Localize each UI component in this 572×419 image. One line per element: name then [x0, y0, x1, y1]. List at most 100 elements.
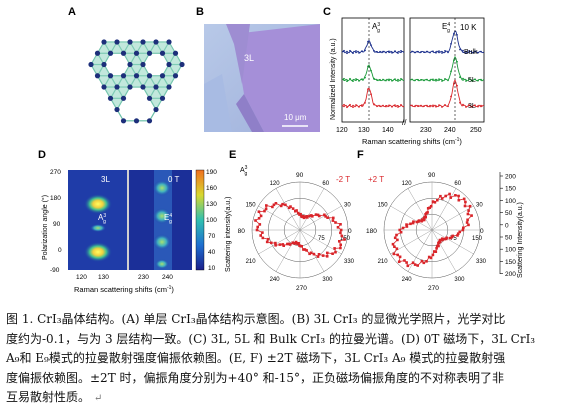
iodine-atom — [172, 73, 179, 79]
iodine-atom — [140, 84, 146, 90]
f-right-axis-tick: 150 — [505, 186, 516, 193]
iodine-atom — [127, 39, 133, 45]
spectrum-point — [414, 79, 416, 82]
lattice-face — [156, 75, 169, 88]
f-data-point — [462, 226, 465, 230]
spectrum-point — [474, 104, 476, 107]
d-cbar-tick: 130 — [206, 201, 217, 208]
lattice-face — [104, 87, 117, 99]
f-data-point — [466, 218, 469, 222]
spectrum-point — [358, 80, 360, 82]
spectrum-point — [373, 50, 375, 52]
lattice-face — [123, 75, 137, 88]
e-data-point — [305, 215, 308, 218]
f-data-point — [420, 219, 423, 223]
f-data-point — [429, 256, 433, 260]
spectrum-point — [379, 51, 381, 53]
e-angle-label: 120 — [270, 181, 281, 187]
f-data-point — [464, 200, 467, 204]
c-axis-break: // — [402, 118, 407, 127]
f-data-point — [431, 253, 435, 257]
f-radial-tick: 150 — [472, 236, 483, 242]
e-data-point — [272, 203, 276, 207]
spectrum-point — [432, 104, 434, 107]
f-data-point — [411, 261, 415, 264]
spectrum-point — [456, 60, 458, 63]
lattice-face — [91, 53, 104, 65]
e-data-point — [281, 243, 285, 246]
e-data-point — [300, 245, 303, 248]
f-data-point — [391, 242, 395, 246]
spectrum-point — [456, 84, 458, 87]
d-peak1-label: A3 g — [98, 213, 106, 225]
iodine-atom — [159, 95, 166, 101]
iodine-atom — [166, 61, 172, 68]
spectrum-point — [423, 79, 425, 81]
e-data-point — [258, 223, 262, 226]
e-data-point — [310, 214, 313, 217]
iodine-atom — [146, 73, 153, 79]
spectrum-point — [465, 80, 467, 82]
c-plot-frame-left — [341, 17, 405, 123]
f-angle-label: 270 — [428, 285, 439, 292]
f-polar-grid: 90 0 270 180 120 60 240 300 150 30 210 330 75 150 — [366, 172, 487, 292]
f-data-point — [416, 264, 419, 267]
f-right-axis-tick: 200 — [505, 271, 516, 278]
e-data-point — [291, 207, 295, 210]
spectrum-point — [358, 106, 360, 108]
spectrum-point — [343, 49, 345, 52]
f-angle-label: 0 — [480, 228, 484, 235]
f-data-point — [467, 223, 470, 227]
f-data-point — [436, 198, 439, 202]
spectrum-point — [373, 77, 375, 80]
spectrum-point — [444, 50, 446, 52]
e-data-point — [264, 207, 268, 211]
e-data-point — [274, 244, 277, 247]
f-angle-label: 330 — [476, 259, 487, 265]
spectrum-point — [441, 52, 443, 54]
iodine-atom — [101, 84, 107, 90]
lattice-face — [117, 75, 130, 88]
lattice-face — [162, 53, 176, 65]
spectrum-line-5l — [341, 64, 405, 82]
layer-label-3l: 3L — [244, 53, 254, 63]
spectrum-point — [426, 104, 428, 107]
spectrum-point — [361, 104, 363, 106]
spectrum-point — [459, 48, 461, 51]
iodine-atom — [101, 39, 107, 45]
f-angle-label: 150 — [378, 203, 389, 209]
f-data-point — [396, 253, 399, 257]
spectrum-point — [423, 105, 425, 107]
spectrum-point — [417, 104, 419, 107]
heatmap-hotspot — [84, 194, 112, 214]
f-data-point — [409, 222, 412, 226]
f-data-point — [428, 206, 431, 209]
e-data-point — [282, 244, 285, 247]
heatmap-hotspot — [84, 242, 112, 262]
f-data-point — [420, 259, 424, 263]
iodine-atom — [133, 118, 140, 124]
e-data-point — [336, 226, 340, 229]
f-right-axis-tick: 0 — [505, 222, 509, 229]
e-field-label: -2 T — [336, 175, 350, 184]
e-data-point — [261, 236, 265, 240]
spectrum-point — [423, 51, 425, 53]
e-data-point — [265, 240, 269, 244]
spectrum-line-3l — [341, 87, 405, 108]
spectrum-point — [480, 50, 482, 53]
f-data-point — [468, 204, 472, 208]
lattice-face — [136, 53, 150, 65]
spectrum-point — [346, 80, 348, 83]
f-angle-label: 210 — [378, 259, 389, 265]
spectrum-point — [465, 106, 467, 108]
spectrum-point — [411, 104, 413, 107]
d-y-ticks: 270 180 90 0 -90 — [50, 169, 62, 274]
c-plot-frame-right — [409, 17, 485, 123]
f-data-point — [457, 194, 460, 198]
spectrum-point — [388, 78, 390, 81]
return-mark: ↵ — [93, 393, 103, 404]
f-field-label: +2 T — [368, 175, 384, 184]
e-data-point — [302, 216, 306, 220]
spectrum-point — [471, 51, 473, 54]
